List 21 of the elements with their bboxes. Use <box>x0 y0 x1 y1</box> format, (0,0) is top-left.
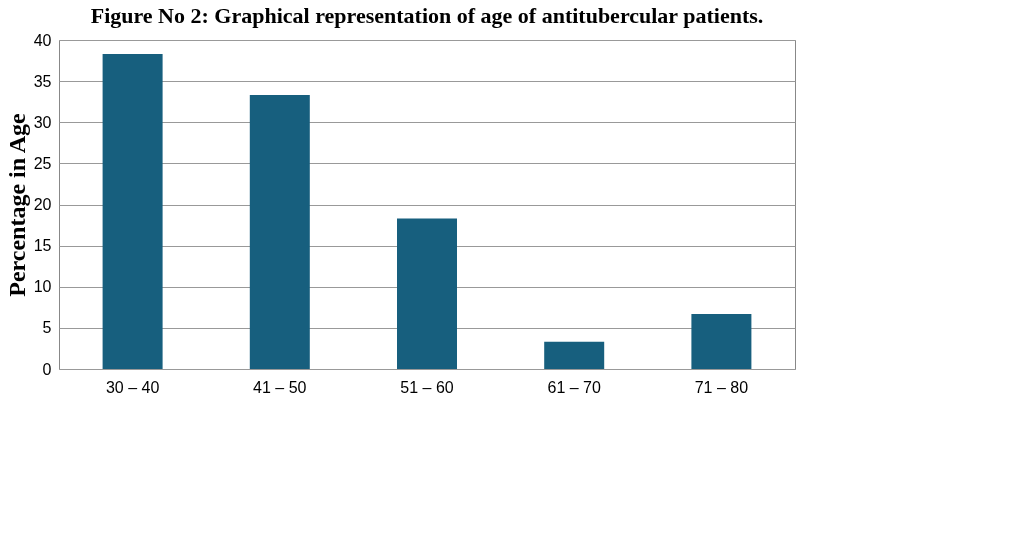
bar <box>691 313 752 369</box>
x-tick-label: 71 – 80 <box>694 378 749 396</box>
bar <box>249 95 310 369</box>
bar <box>544 341 605 369</box>
x-tick-label: 51 – 60 <box>400 378 454 396</box>
y-axis-title: Percentage in Age <box>3 112 30 297</box>
y-tick-label: 10 <box>33 278 52 296</box>
bar <box>102 53 163 369</box>
y-tick-label: 40 <box>33 31 52 49</box>
bar <box>397 218 457 369</box>
chart-title: Figure No 2: Graphical representation of age of antitubercular patients. <box>90 3 764 28</box>
y-tick-label: 20 <box>33 196 52 213</box>
y-tick-label: 5 <box>42 319 52 337</box>
x-tick-label: 41 – 50 <box>253 378 307 396</box>
x-tick-label: 30 – 40 <box>105 378 160 396</box>
y-tick-label: 25 <box>33 154 52 172</box>
y-tick-label: 35 <box>33 72 52 90</box>
x-tick-label: 61 – 70 <box>547 378 601 396</box>
y-tick-label: 15 <box>33 237 52 255</box>
y-tick-label: 30 <box>33 113 52 131</box>
y-tick-label: 0 <box>42 360 52 378</box>
